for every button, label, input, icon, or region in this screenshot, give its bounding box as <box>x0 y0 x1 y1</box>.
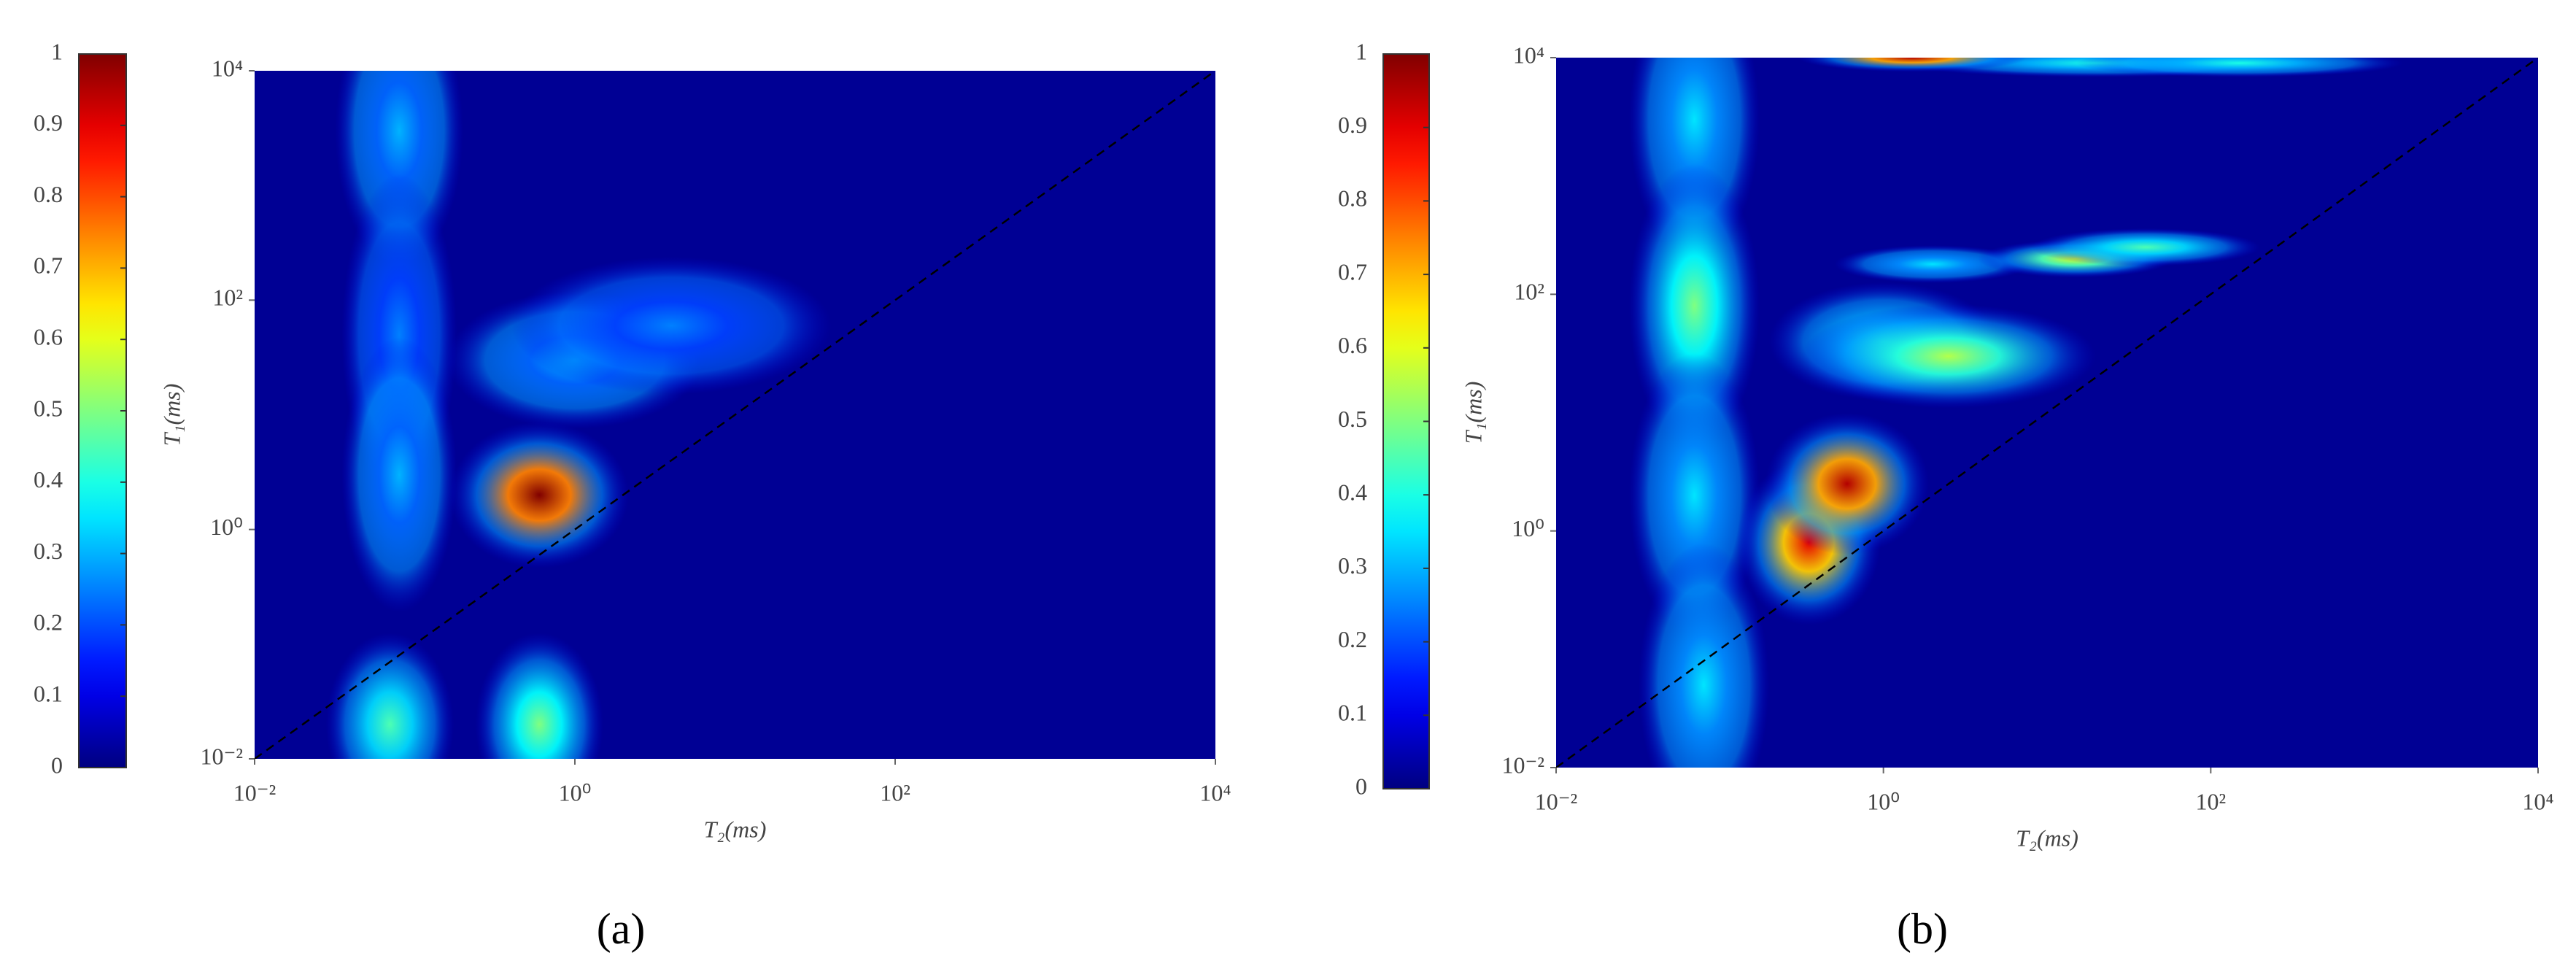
colorbar-tick-label: 0.8 <box>1338 185 1367 212</box>
colorbar <box>78 53 127 768</box>
colorbar <box>1382 53 1430 789</box>
y-tick-label: 10² <box>1514 279 1544 305</box>
y-tick-label: 10⁻² <box>1502 752 1544 778</box>
colorbar-tick-label: 0.3 <box>1338 552 1367 579</box>
y-axis-label: T₁(ms) <box>158 384 185 447</box>
colorbar-tick-label: 1 <box>1355 38 1367 64</box>
x-tick-label: 10⁰ <box>1867 788 1900 814</box>
heatmap-peak <box>449 421 630 568</box>
x-axis-label: T₂(ms) <box>2016 825 2078 851</box>
heatmap-peak <box>341 337 457 613</box>
x-tick-label: 10⁰ <box>559 779 592 806</box>
heatmap-peak <box>475 632 604 759</box>
x-tick-label: 10² <box>2196 788 2227 814</box>
colorbar-tick-label: 0 <box>1355 773 1367 799</box>
heatmap <box>1556 58 2538 768</box>
panel-label: (b) <box>1897 905 1948 953</box>
colorbar-tick-label: 0.2 <box>1338 626 1367 652</box>
colorbar-tick-label: 0.1 <box>1338 700 1367 726</box>
diagonal-line <box>1556 58 2538 768</box>
colorbar-tick-label: 0.7 <box>1338 258 1367 285</box>
diagonal-line <box>255 71 1215 759</box>
y-tick-label: 10⁻² <box>201 743 243 769</box>
heatmap <box>255 71 1215 759</box>
heatmap-peak <box>1798 58 2027 72</box>
colorbar-tick-label: 0.8 <box>34 181 63 207</box>
colorbar-tick-label: 0 <box>51 752 63 778</box>
heatmap-peak <box>2076 58 2404 77</box>
x-tick-label: 10² <box>880 779 910 806</box>
heatmap-peak <box>2031 228 2261 266</box>
y-tick-label: 10⁴ <box>212 55 243 81</box>
colorbar-tick-label: 1 <box>51 38 63 64</box>
colorbar-tick-label: 0.6 <box>1338 332 1367 358</box>
panel-label: (a) <box>597 905 646 953</box>
x-axis-label: T₂(ms) <box>704 816 767 842</box>
colorbar-tick-label: 0.7 <box>34 252 63 279</box>
colorbar-tick-label: 0.5 <box>1338 406 1367 432</box>
y-tick-label: 10⁰ <box>1512 515 1544 541</box>
y-tick-label: 10² <box>212 285 243 311</box>
colorbar-tick-label: 0.2 <box>34 609 63 636</box>
y-axis-label: T₁(ms) <box>1460 382 1486 444</box>
colorbar-tick-label: 0.4 <box>1338 479 1367 506</box>
heatmap-peak <box>325 632 455 759</box>
colorbar-tick-label: 0.3 <box>34 538 63 564</box>
colorbar-tick-label: 0.6 <box>34 324 63 350</box>
heatmap-peak <box>511 256 832 395</box>
x-tick-label: 10⁴ <box>1199 779 1231 806</box>
colorbar-tick-label: 0.1 <box>34 681 63 707</box>
y-tick-label: 10⁰ <box>210 514 243 540</box>
x-tick-label: 10⁻² <box>1535 788 1577 814</box>
heatmap-peak <box>1765 412 1930 555</box>
colorbar-tick-label: 0.9 <box>34 109 63 136</box>
y-tick-label: 10⁴ <box>1513 42 1544 68</box>
colorbar-tick-label: 0.9 <box>1338 112 1367 138</box>
x-tick-label: 10⁴ <box>2522 788 2553 814</box>
heatmap-peak <box>1801 304 2096 409</box>
colorbar-tick-label: 0.4 <box>34 466 63 493</box>
heatmap-peak <box>1638 543 1770 768</box>
x-tick-label: 10⁻² <box>233 779 276 806</box>
colorbar-tick-label: 0.5 <box>34 395 63 421</box>
